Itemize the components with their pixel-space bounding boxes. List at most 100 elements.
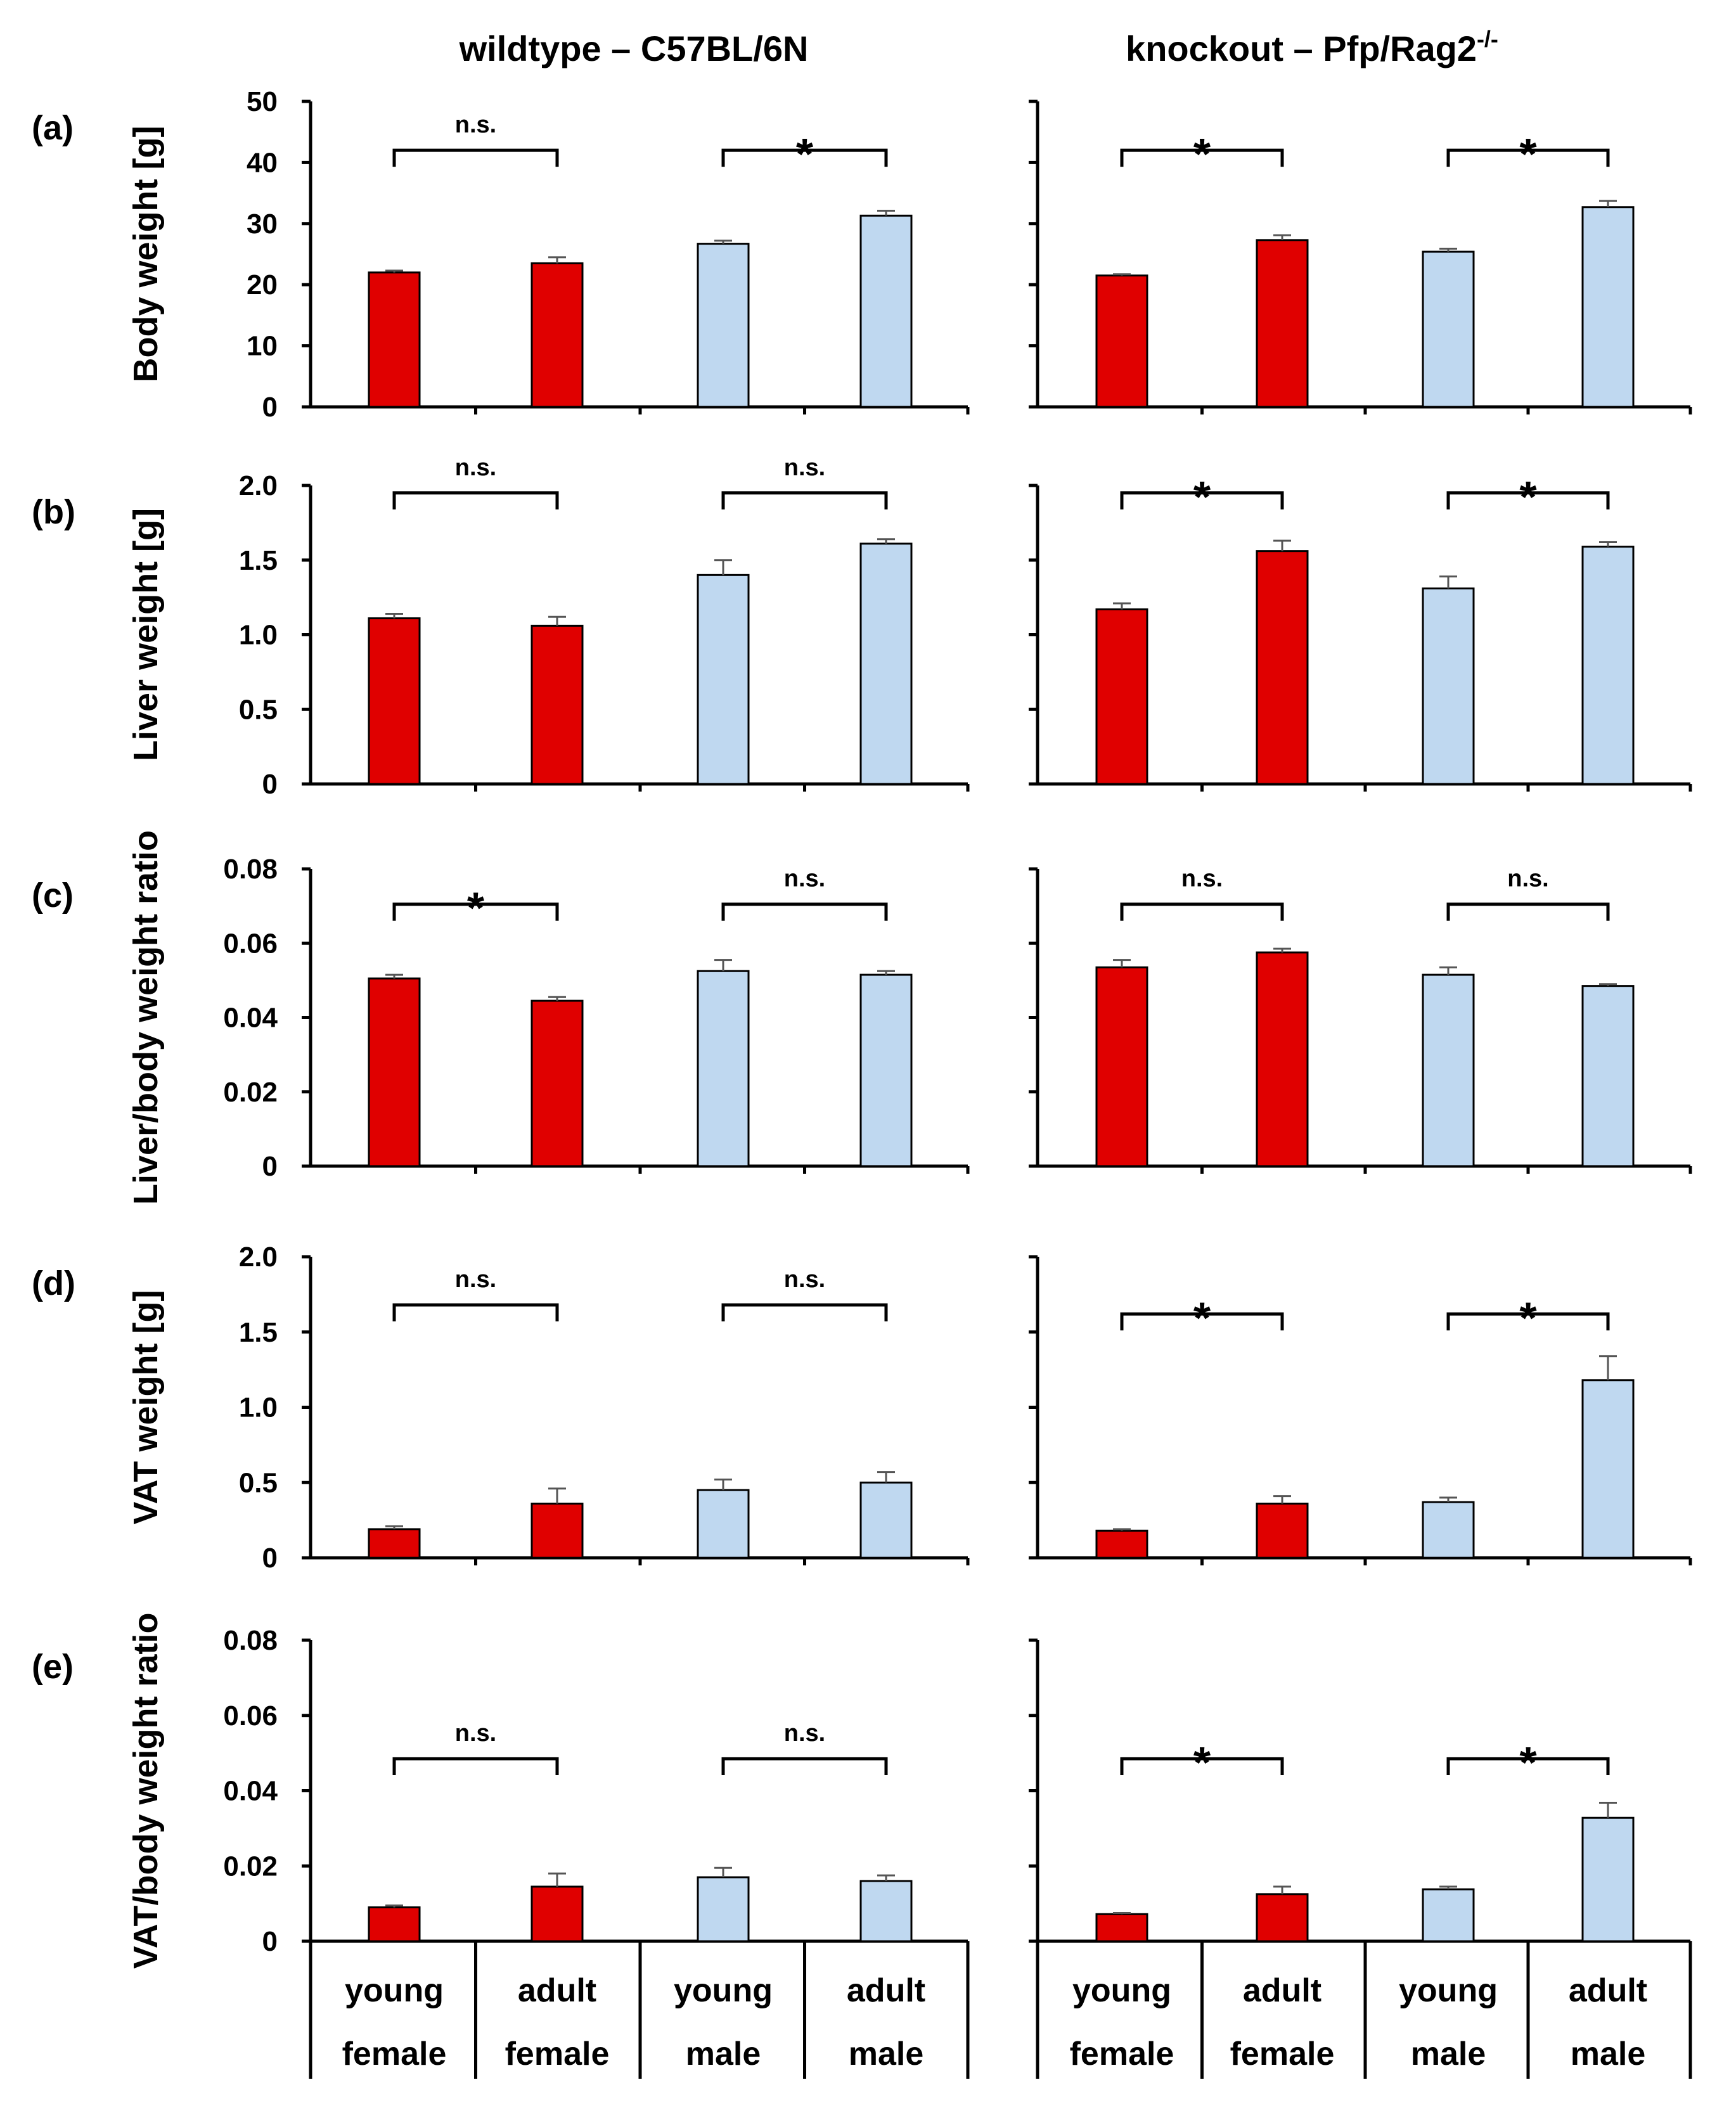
category-label-line2: male [1571, 2036, 1646, 2072]
wildtype-chart: 0 10 20 30 40 50 n.s. * [247, 86, 970, 423]
y-tick-label: 1.5 [239, 1317, 278, 1348]
bar [530, 262, 584, 408]
wildtype-chart: 0 0.02 0.04 0.06 0.08 n.s. n.s. [223, 1625, 970, 1957]
significance-label: * [1193, 1293, 1211, 1342]
panel-label: (b) [32, 493, 75, 531]
panel-e: (e) VAT/body weight ratio 0 0.02 0.04 0.06 0.0… [32, 1613, 1692, 1969]
significance-bracket [392, 1303, 559, 1321]
significance-label: * [1519, 1738, 1537, 1787]
y-tick-label: 0.04 [223, 1776, 278, 1807]
bar [1581, 1816, 1635, 1942]
category-label-line2: female [1230, 2036, 1335, 2072]
significance-bracket [1120, 491, 1284, 510]
significance-bracket [721, 1303, 888, 1321]
significance-label: n.s. [455, 112, 496, 138]
significance-bracket [392, 491, 559, 510]
y-axis-label: Liver weight [g] [127, 508, 165, 761]
y-tick-label: 50 [247, 86, 278, 117]
y-tick-label: 0.06 [223, 1700, 278, 1731]
panel-c: (c) Liver/body weight ratio 00.020.040.060… [32, 830, 1692, 1205]
wildtype-column-title: wildtype – C57BL/6N [459, 29, 809, 68]
significance-bracket [1446, 1312, 1610, 1331]
category-label-line1: adult [1243, 1972, 1321, 2009]
bar [1581, 985, 1635, 1167]
bar [1581, 206, 1635, 408]
category-label-line2: female [1070, 2036, 1174, 2072]
bar [1256, 239, 1309, 408]
significance-label: n.s. [784, 866, 825, 892]
bar [697, 1489, 750, 1559]
bar [697, 243, 750, 408]
bar [1095, 966, 1148, 1167]
significance-bracket [1446, 902, 1610, 921]
category-label-line2: male [1411, 2036, 1486, 2072]
significance-label: * [1193, 129, 1211, 179]
y-tick-label: 0.5 [239, 1467, 278, 1498]
category-label-line1: young [674, 1972, 773, 2009]
panel-label: (a) [32, 109, 74, 147]
y-tick-label: 0 [262, 769, 278, 800]
category-table: young female adult female young male adult male… [309, 1941, 1692, 2079]
y-tick-label: 1.0 [239, 620, 278, 651]
category-label-line2: male [849, 2036, 924, 2072]
significance-bracket [392, 902, 559, 921]
bar [530, 624, 584, 785]
significance-label: * [1193, 472, 1211, 522]
bar [1095, 1529, 1148, 1559]
knockout-chart: * * [1029, 1638, 1692, 1949]
significance-bracket [1446, 491, 1610, 510]
bar [1095, 274, 1148, 408]
panel-d: (d)VAT weight [g]00.51.01.52.0n.s. n.s.* * [32, 1242, 1692, 1574]
bar [859, 973, 913, 1167]
significance-bracket [1120, 148, 1284, 167]
y-tick-label: 2.0 [239, 1242, 278, 1273]
y-tick-label: 0.06 [223, 928, 278, 959]
bar [1422, 587, 1475, 785]
bar [1581, 1379, 1635, 1559]
category-label-line1: young [1399, 1972, 1498, 2009]
significance-label: n.s. [1181, 866, 1223, 892]
bar [859, 1880, 913, 1942]
y-axis-label: VAT weight [g] [127, 1290, 165, 1525]
knockout-title-superscript: -/- [1477, 26, 1498, 52]
bar [530, 999, 584, 1167]
significance-bracket [721, 491, 888, 510]
bar [859, 1481, 913, 1559]
bar [368, 617, 421, 785]
knockout-categories: young female adult female young male adult male [1036, 1941, 1692, 2079]
panel-label: (e) [32, 1648, 74, 1686]
significance-label: n.s. [784, 1720, 825, 1747]
bar [1256, 1893, 1309, 1942]
y-tick-label: 0.02 [223, 1077, 278, 1108]
bar [368, 1528, 421, 1559]
bar [697, 574, 750, 785]
category-label-line1: young [1072, 1972, 1171, 2009]
y-tick-label: 40 [247, 147, 278, 178]
y-tick-label: 0.02 [223, 1851, 278, 1882]
bar [1256, 951, 1309, 1167]
bar [368, 1906, 421, 1942]
knockout-chart: n.s. n.s. [1029, 866, 1692, 1174]
y-tick-label: 0.04 [223, 1003, 278, 1034]
y-tick-label: 30 [247, 209, 278, 240]
y-axis-label: VAT/body weight ratio [127, 1613, 165, 1969]
significance-label: * [1519, 129, 1537, 179]
bar [697, 1876, 750, 1942]
significance-bracket [392, 1757, 559, 1776]
y-tick-label: 0.08 [223, 854, 278, 885]
significance-label: * [1519, 472, 1537, 522]
significance-label: * [467, 883, 485, 933]
bar [697, 970, 750, 1167]
y-tick-label: 1.5 [239, 545, 278, 576]
bar [1581, 546, 1635, 785]
y-axis-label: Body weight [g] [127, 126, 165, 383]
category-label-line1: young [345, 1972, 444, 2009]
significance-bracket [721, 902, 888, 921]
bar [1422, 1888, 1475, 1942]
panel-b: (b) Liver weight [g] 0 0.5 1.0 1.5 2.0 n.s. n.s.… [32, 454, 1692, 800]
significance-bracket [1446, 148, 1610, 167]
significance-label: * [1519, 1293, 1537, 1342]
y-tick-label: 0.5 [239, 694, 278, 725]
